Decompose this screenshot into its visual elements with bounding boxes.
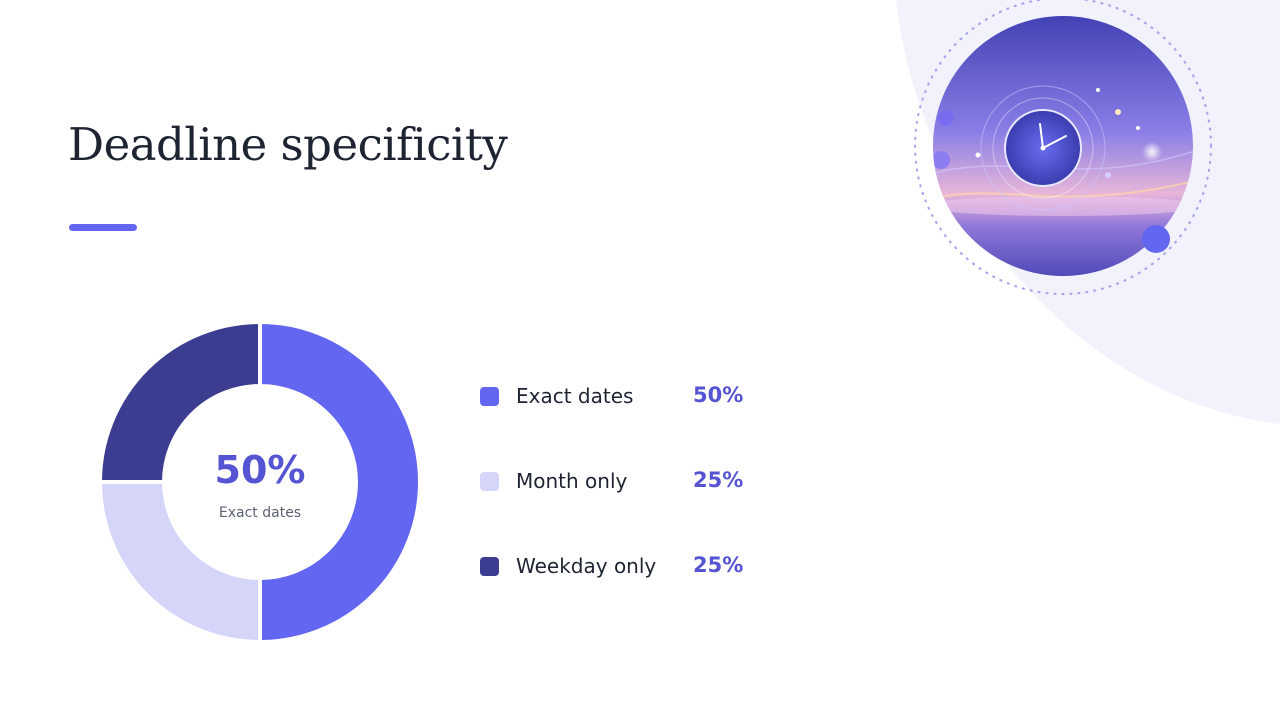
decorative-dot [1142, 225, 1170, 253]
donut-slice-month-only [97, 480, 262, 645]
legend-label: Exact dates [516, 384, 634, 408]
legend-value: 25% [693, 553, 744, 577]
legend-value: 25% [693, 468, 744, 492]
legend-swatch-month-only [480, 472, 499, 491]
clock-orbit-illustration [913, 0, 1213, 296]
donut-slice-exact-dates [258, 319, 422, 645]
title-underline [69, 224, 137, 231]
legend-item-month-only: Month only 25% [480, 465, 780, 501]
donut-center-value: 50% [214, 448, 306, 492]
illustration-scene [933, 16, 1193, 276]
legend-swatch-weekday-only [480, 557, 499, 576]
page-title: Deadline specificity [68, 118, 508, 171]
legend-value: 50% [693, 383, 744, 407]
dotted-orbit-ring [913, 0, 1213, 296]
legend-label: Weekday only [516, 554, 657, 578]
legend-item-weekday-only: Weekday only 25% [480, 550, 780, 586]
legend-label: Month only [516, 469, 628, 493]
donut-chart [97, 319, 422, 645]
legend-swatch-exact-dates [480, 387, 499, 406]
legend-item-exact-dates: Exact dates 50% [480, 380, 780, 416]
donut-slice-weekday-only [97, 319, 262, 484]
donut-center-label: Exact dates [218, 505, 302, 521]
